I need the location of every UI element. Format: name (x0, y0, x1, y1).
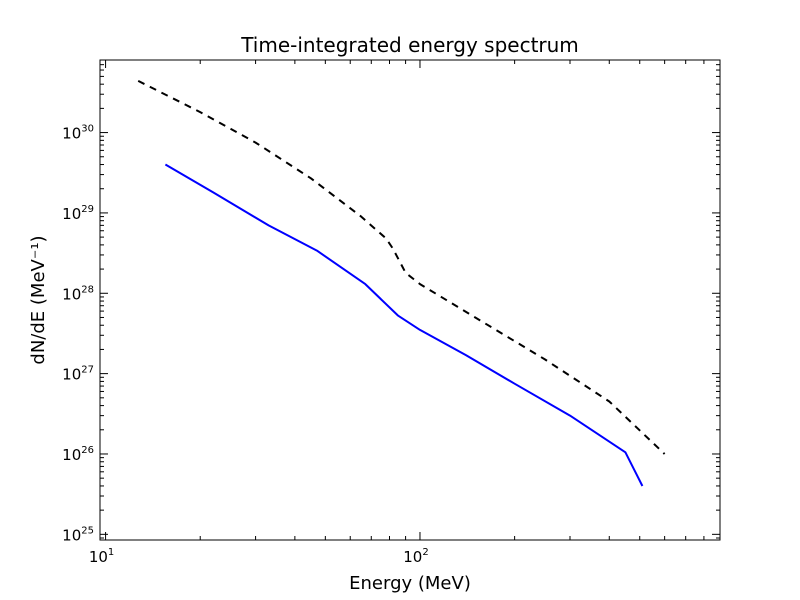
y-tick-label: 1028 (62, 284, 94, 303)
chart-title: Time-integrated energy spectrum (240, 33, 579, 57)
y-tick-label-base: 10 (62, 285, 81, 303)
y-tick-label: 1030 (62, 124, 94, 143)
series-line-1 (164, 163, 644, 487)
y-tick-label-base: 10 (62, 446, 81, 464)
y-tick-label: 1029 (62, 204, 94, 223)
x-axis-label: Energy (MeV) (349, 573, 471, 594)
x-tick-label: 101 (89, 547, 114, 566)
y-tick-label: 1026 (62, 445, 94, 464)
y-tick-label-exponent: 26 (81, 445, 94, 456)
y-tick-label: 1025 (62, 525, 94, 544)
y-tick-label-base: 10 (62, 205, 81, 223)
series-line-2 (137, 80, 666, 455)
x-tick-label: 102 (403, 547, 428, 566)
y-tick-label-base: 10 (62, 366, 81, 384)
y-tick-label-exponent: 30 (81, 124, 94, 135)
y-tick-label-base: 10 (62, 526, 81, 544)
x-tick-label-exponent: 1 (108, 547, 114, 558)
series-lines (137, 80, 666, 487)
y-tick-label-exponent: 27 (81, 365, 94, 376)
y-tick-label-exponent: 28 (81, 284, 94, 295)
plot-area (100, 60, 720, 540)
x-tick-label-exponent: 2 (422, 547, 428, 558)
y-tick-label-base: 10 (62, 125, 81, 143)
y-tick-label-exponent: 25 (81, 525, 94, 536)
y-tick-label: 1027 (62, 365, 94, 384)
plot-frame (99, 59, 721, 541)
y-axis-label: dN/dE (MeV⁻¹) (28, 235, 49, 364)
y-tick-label-exponent: 29 (81, 204, 94, 215)
